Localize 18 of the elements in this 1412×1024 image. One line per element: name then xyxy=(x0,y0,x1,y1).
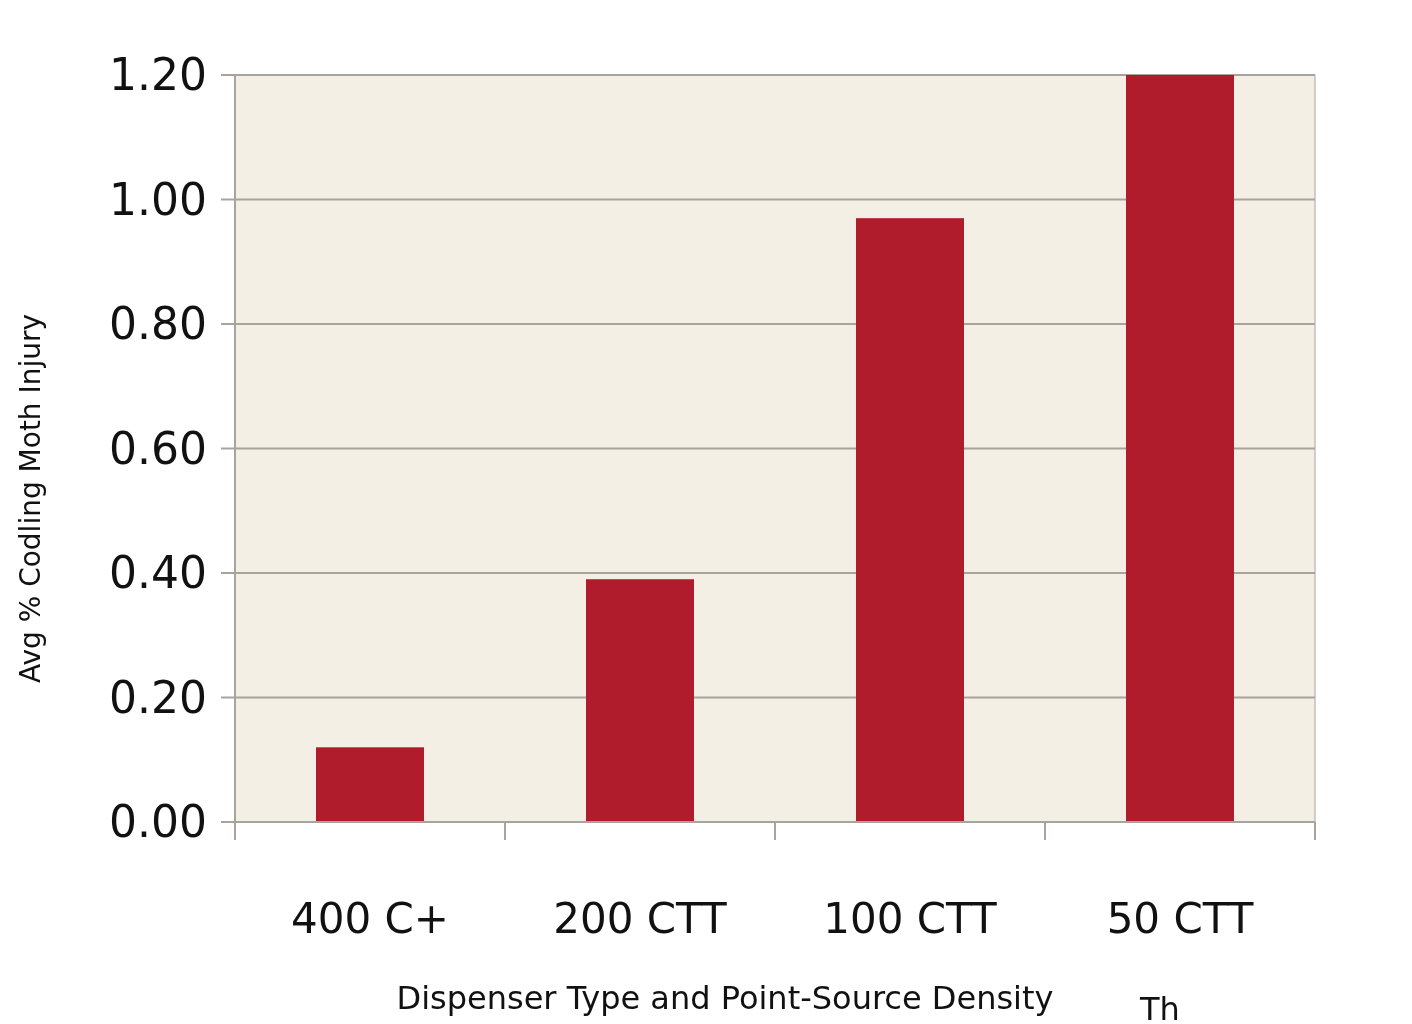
x-tick-label: 50 CTT xyxy=(1106,893,1254,943)
bar xyxy=(586,579,694,822)
y-tick-label: 0.80 xyxy=(109,298,207,350)
y-tick-label: 0.20 xyxy=(109,671,207,723)
y-tick-label: 0.60 xyxy=(109,422,207,474)
x-axis-title: Dispenser Type and Point-Source Density xyxy=(396,979,1054,1018)
x-tick-label: 100 CTT xyxy=(823,893,998,943)
x-tick-label: 400 C+ xyxy=(290,893,450,943)
y-tick-label: 1.00 xyxy=(109,173,207,225)
x-tick-label: 200 CTT xyxy=(553,893,728,943)
text: Th xyxy=(1139,990,1180,1024)
bar xyxy=(856,218,964,822)
bar xyxy=(1126,75,1234,822)
bar xyxy=(316,747,424,822)
y-axis-title: Avg % Codling Moth Injury xyxy=(13,313,47,684)
y-tick-label: 0.40 xyxy=(109,547,207,599)
y-tick-label: 0.00 xyxy=(109,796,207,848)
y-tick-label: 1.20 xyxy=(109,49,207,101)
